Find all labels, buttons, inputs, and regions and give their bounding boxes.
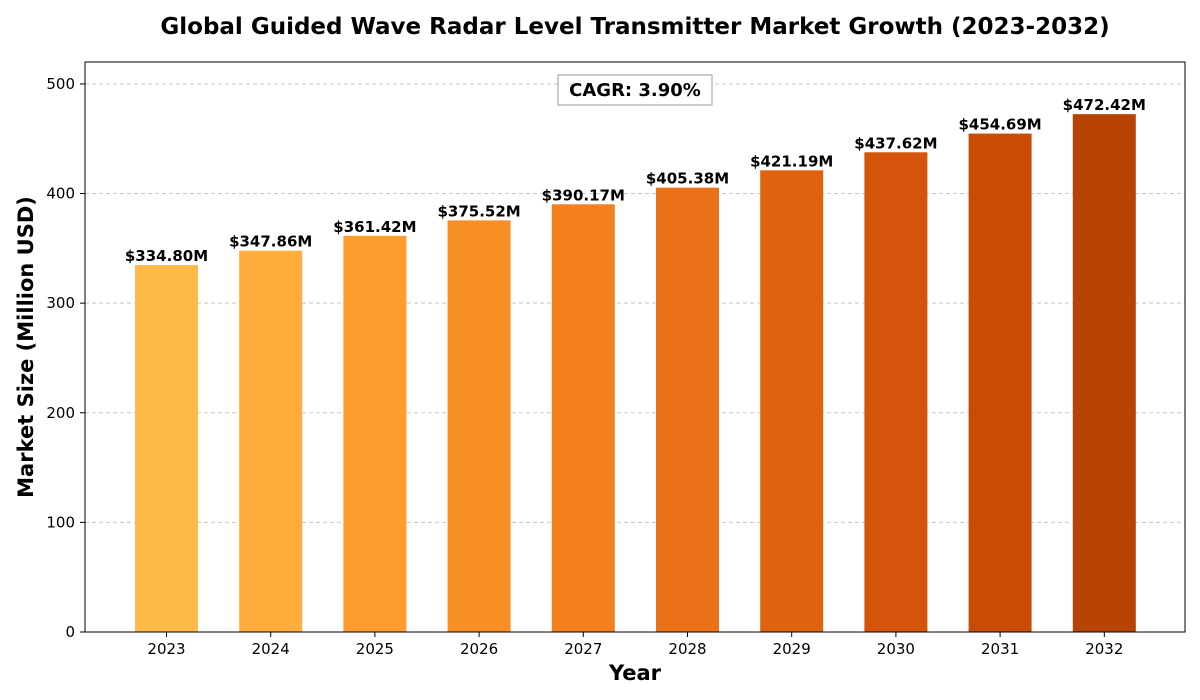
data-label-2030: $437.62M bbox=[854, 134, 937, 152]
bars bbox=[135, 114, 1136, 633]
bar-2025 bbox=[343, 235, 407, 633]
chart-title: Global Guided Wave Radar Level Transmitt… bbox=[160, 14, 1109, 40]
x-tick-label: 2025 bbox=[356, 640, 394, 658]
data-label-2027: $390.17M bbox=[542, 186, 625, 204]
data-label-2025: $361.42M bbox=[333, 218, 416, 236]
data-label-2028: $405.38M bbox=[646, 170, 729, 188]
x-tick-label: 2031 bbox=[981, 640, 1019, 658]
x-tick-label: 2030 bbox=[877, 640, 915, 658]
data-label-2032: $472.42M bbox=[1063, 96, 1146, 114]
bar-2023 bbox=[135, 265, 198, 632]
data-label-2029: $421.19M bbox=[750, 152, 833, 170]
cagr-box bbox=[557, 74, 713, 106]
x-tick-label: 2032 bbox=[1085, 640, 1123, 658]
y-tick-label: 0 bbox=[65, 623, 75, 641]
bar-2032 bbox=[1072, 114, 1136, 632]
y-tick-label: 100 bbox=[46, 513, 75, 531]
x-tick-label: 2028 bbox=[668, 640, 706, 658]
x-tick-label: 2023 bbox=[147, 640, 185, 658]
cagr-annotation: CAGR: 3.90% bbox=[557, 74, 713, 106]
cagr-label: CAGR: 3.90% bbox=[569, 80, 701, 101]
y-tick-label: 500 bbox=[46, 75, 75, 93]
bar-2028 bbox=[656, 187, 719, 632]
data-label-2024: $347.86M bbox=[229, 233, 312, 251]
data-label-2026: $375.52M bbox=[437, 202, 520, 220]
bar-2031 bbox=[968, 133, 1032, 632]
data-labels: $334.80M $347.86M $361.42M $375.52M $390.17M… bbox=[125, 96, 1146, 265]
bar-2027 bbox=[551, 204, 615, 632]
data-label-2031: $454.69M bbox=[958, 116, 1041, 134]
y-tick-label: 200 bbox=[46, 404, 75, 422]
bar-2024 bbox=[239, 250, 303, 632]
y-tick-label: 300 bbox=[46, 294, 75, 312]
bar-2026 bbox=[447, 220, 511, 632]
axis-ticks: 0 100 200 300 400 500 2023 2024 2025 2026 2027 2028… bbox=[46, 75, 1123, 658]
x-tick-label: 2024 bbox=[252, 640, 290, 658]
x-axis-label: Year bbox=[608, 661, 662, 685]
y-tick-label: 400 bbox=[46, 185, 75, 203]
bar-2030 bbox=[864, 152, 928, 632]
plot-frame bbox=[84, 61, 1186, 633]
bar-2029 bbox=[760, 170, 824, 632]
data-label-2023: $334.80M bbox=[125, 247, 208, 265]
x-tick-label: 2026 bbox=[460, 640, 498, 658]
x-tick-label: 2027 bbox=[564, 640, 602, 658]
y-axis-label: Market Size (Million USD) bbox=[14, 196, 38, 498]
x-tick-label: 2029 bbox=[773, 640, 811, 658]
